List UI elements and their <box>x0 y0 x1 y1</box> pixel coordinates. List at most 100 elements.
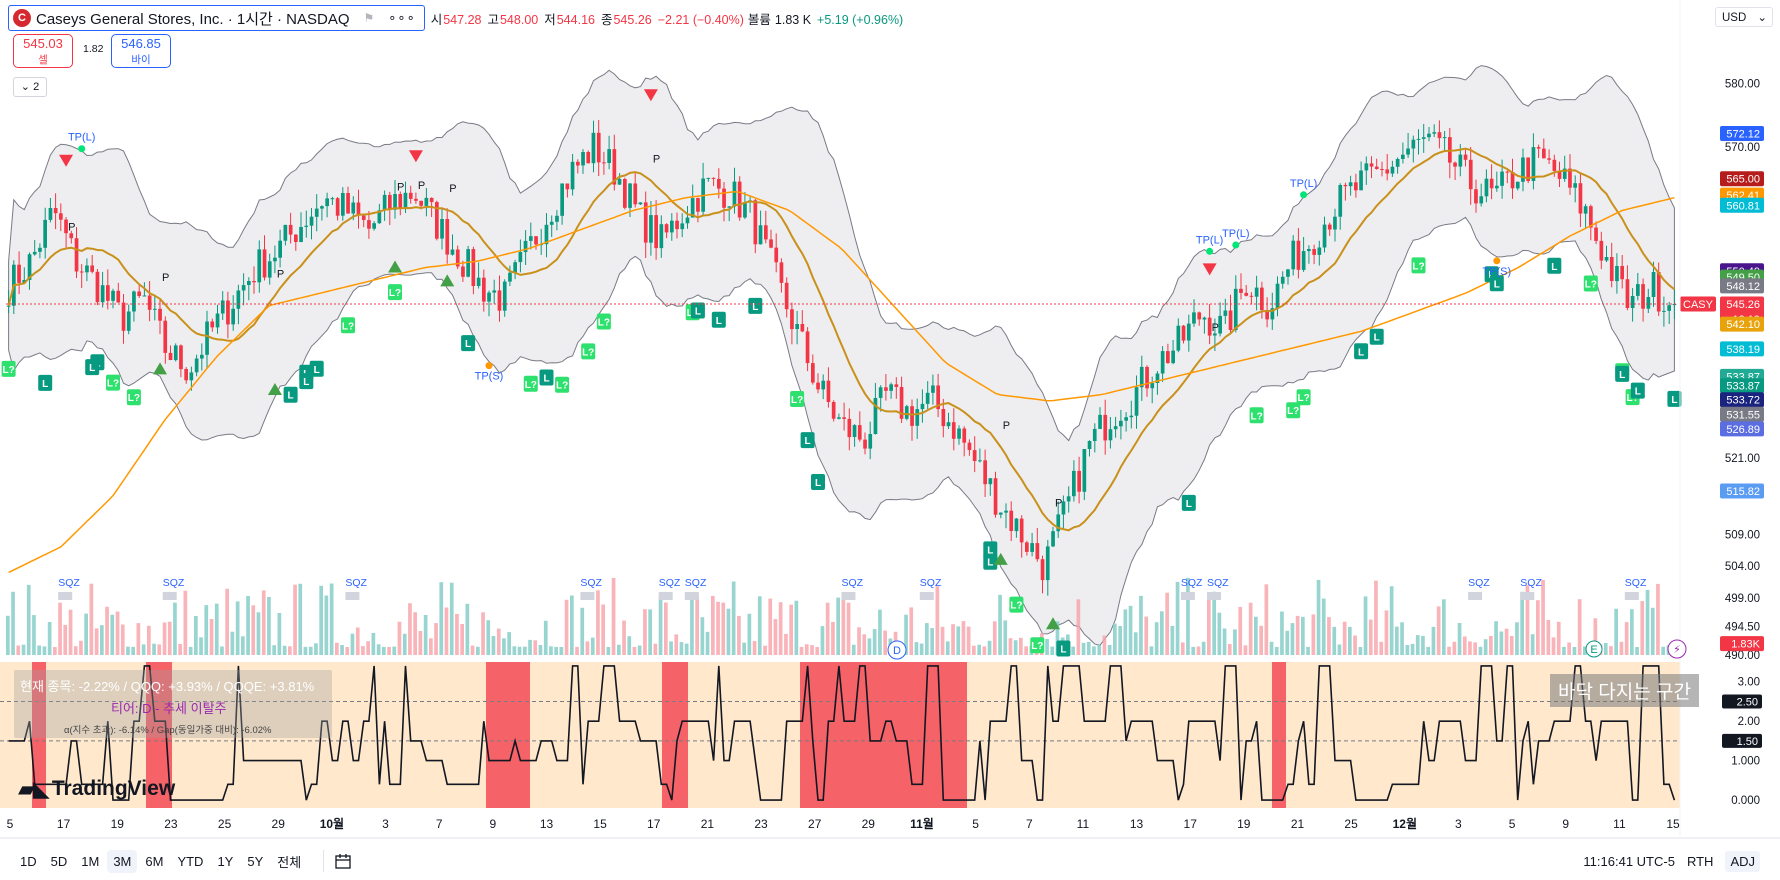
signal-box <box>106 374 120 391</box>
calendar-range-icon[interactable] <box>323 850 356 872</box>
volume-bar <box>1374 580 1378 655</box>
adjust-toggle[interactable]: ADJ <box>1725 850 1760 872</box>
price-axis[interactable]: 580.00570.00550.00521.00509.00504.00499.… <box>1680 78 1764 662</box>
volume-bar <box>737 615 741 655</box>
timeframe-YTD[interactable]: YTD <box>177 853 204 869</box>
volume-bar <box>820 626 825 655</box>
indicator-zone-label: 바닥 다지는 구간 <box>1550 674 1699 707</box>
volume-bar <box>11 591 15 655</box>
signal-box <box>1286 402 1301 419</box>
volume-bar <box>183 590 188 655</box>
candle-body <box>586 152 591 164</box>
volume-bar <box>1306 646 1310 655</box>
timeframe-5Y[interactable]: 5Y <box>247 853 264 869</box>
candle-body <box>231 308 235 325</box>
candle-body <box>743 202 747 218</box>
clock-time[interactable]: 11:16:41 UTC-5 <box>1583 853 1675 869</box>
volume-bar <box>1269 641 1274 655</box>
volume-bar <box>1024 646 1028 655</box>
time-tick: 3 <box>1455 817 1462 831</box>
tradingview-logo[interactable]: ▰◣ TradingView <box>18 776 175 802</box>
candle-body <box>1515 181 1520 189</box>
candle-body <box>518 252 523 263</box>
volume-bar <box>1118 626 1122 655</box>
volume-bar <box>664 602 668 655</box>
candle-body <box>1270 308 1275 320</box>
candle-body <box>596 132 601 163</box>
timeframe-1Y[interactable]: 1Y <box>217 853 234 869</box>
session-toggle[interactable]: RTH <box>1686 853 1714 869</box>
volume-bar <box>695 595 699 655</box>
candle-body <box>1599 240 1604 261</box>
signal-text: L <box>1551 262 1557 273</box>
candle-body <box>774 247 779 263</box>
flag-icon[interactable]: ⚑ <box>363 11 375 25</box>
volume-bar <box>1092 646 1096 655</box>
candle-body <box>27 254 32 280</box>
symbol-title[interactable]: Caseys General Stores, Inc. · 1시간 · NASD… <box>36 10 350 28</box>
candle-body <box>649 215 653 243</box>
pivot-label: P <box>1055 497 1062 509</box>
candle-body <box>607 149 611 163</box>
volume-bar <box>570 595 574 655</box>
spread-value: 1.82 <box>83 43 104 55</box>
candle-body <box>941 409 946 427</box>
candle-body <box>899 387 904 419</box>
volume-bar <box>382 646 386 655</box>
timeframe-3M[interactable]: 3M <box>107 849 138 873</box>
signal-markers: LL?LLLLLL?LL?LLL?L?L?LL?L?LLLLL?LLLL?L?L… <box>1 89 1682 657</box>
timeframe-전체[interactable]: 전체 <box>277 854 302 870</box>
currency-select[interactable]: USD ⌄ <box>1715 7 1773 27</box>
lightning-icon[interactable] <box>1667 639 1687 659</box>
time-axis[interactable]: 5 17 19 23 25 29 10월 3 7 9 13 15 17 21 23 27 29 11월 5 7 11 13… <box>7 816 1680 831</box>
candle-body <box>53 208 58 214</box>
pivot-label: P <box>1003 420 1010 432</box>
volume-bar <box>1431 626 1436 655</box>
volume-bar <box>1295 615 1300 655</box>
volume-bar <box>1191 646 1196 655</box>
dividend-event-icon[interactable] <box>887 640 907 660</box>
candle-body <box>1192 312 1196 324</box>
price-tick: 570.00 <box>1725 142 1760 154</box>
ohlc-value: 547.28 <box>443 12 482 27</box>
signal-text: L <box>314 365 320 376</box>
candle-body <box>278 240 282 258</box>
sell-button[interactable]: 545.03 셀 <box>13 34 73 68</box>
volume-bar <box>528 639 532 655</box>
signal-box <box>461 335 476 352</box>
more-dots-icon[interactable]: ∘∘∘ <box>388 10 416 25</box>
earnings-event-icon[interactable] <box>1585 640 1603 658</box>
price-tick: 490.00 <box>1725 650 1760 662</box>
volume-bar <box>1504 628 1509 655</box>
volume-bar <box>1233 629 1237 655</box>
bullish-triangle <box>267 383 282 396</box>
bottom-toolbar: 1D 5D 1M 3M 6M YTD 1Y 5Y 전체 11:16:41 UTC-5 RTH A… <box>0 842 1780 880</box>
indicator-collapse-button[interactable]: ⌄ 2 <box>13 77 47 97</box>
timeframe-5D[interactable]: 5D <box>50 853 68 869</box>
ohlc-key: 종 <box>600 12 613 27</box>
volume-bar <box>1614 608 1618 655</box>
candle-body <box>1615 266 1619 282</box>
buy-button[interactable]: 546.85 바이 <box>111 34 171 68</box>
volume-bar <box>1645 589 1650 655</box>
candle-body <box>868 434 873 449</box>
timeframe-1D[interactable]: 1D <box>20 853 37 869</box>
bullish-triangle <box>153 362 168 375</box>
candle-body <box>915 409 920 426</box>
candle-body <box>1291 240 1296 270</box>
volume-bar <box>329 583 334 655</box>
timeframe-6M[interactable]: 6M <box>145 853 164 869</box>
candle-body <box>497 290 502 311</box>
candle-body <box>455 249 460 267</box>
candle-body <box>1421 137 1426 139</box>
sqz-label: SQZ <box>1468 577 1490 589</box>
candle-body <box>471 249 476 286</box>
symbol-search-box[interactable]: C Caseys General Stores, Inc. · 1시간 · NA… <box>8 5 425 31</box>
signal-box <box>341 317 355 334</box>
timeframe-1M[interactable]: 1M <box>81 853 100 869</box>
volume-bar <box>1379 641 1384 655</box>
volume-bar <box>423 615 428 655</box>
volume-bar <box>778 602 783 655</box>
volume-bar <box>1609 646 1613 655</box>
